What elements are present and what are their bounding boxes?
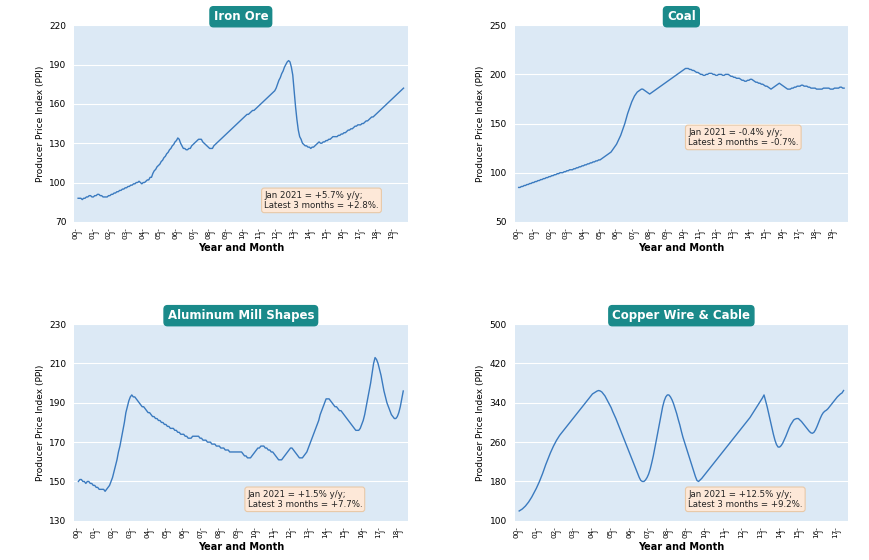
X-axis label: Year and Month: Year and Month — [197, 244, 283, 254]
X-axis label: Year and Month: Year and Month — [197, 543, 283, 552]
Text: Iron Ore: Iron Ore — [213, 10, 268, 23]
Text: Jan 2021 = -0.4% y/y;
Latest 3 months = -0.7%.: Jan 2021 = -0.4% y/y; Latest 3 months = … — [687, 128, 798, 147]
X-axis label: Year and Month: Year and Month — [638, 244, 724, 254]
Y-axis label: Producer Price Index (PPI): Producer Price Index (PPI) — [36, 66, 45, 182]
X-axis label: Year and Month: Year and Month — [638, 543, 724, 552]
Y-axis label: Producer Price Index (PPI): Producer Price Index (PPI) — [476, 66, 485, 182]
Text: Jan 2021 = +1.5% y/y;
Latest 3 months = +7.7%.: Jan 2021 = +1.5% y/y; Latest 3 months = … — [247, 489, 362, 509]
Text: Copper Wire & Cable: Copper Wire & Cable — [612, 309, 750, 322]
Y-axis label: Producer Price Index (PPI): Producer Price Index (PPI) — [476, 364, 485, 480]
Text: Jan 2021 = +5.7% y/y;
Latest 3 months = +2.8%.: Jan 2021 = +5.7% y/y; Latest 3 months = … — [264, 190, 378, 210]
Text: Jan 2021 = +12.5% y/y;
Latest 3 months = +9.2%.: Jan 2021 = +12.5% y/y; Latest 3 months =… — [687, 489, 801, 509]
Text: Aluminum Mill Shapes: Aluminum Mill Shapes — [168, 309, 314, 322]
Text: Coal: Coal — [667, 10, 695, 23]
Y-axis label: Producer Price Index (PPI): Producer Price Index (PPI) — [36, 364, 45, 480]
